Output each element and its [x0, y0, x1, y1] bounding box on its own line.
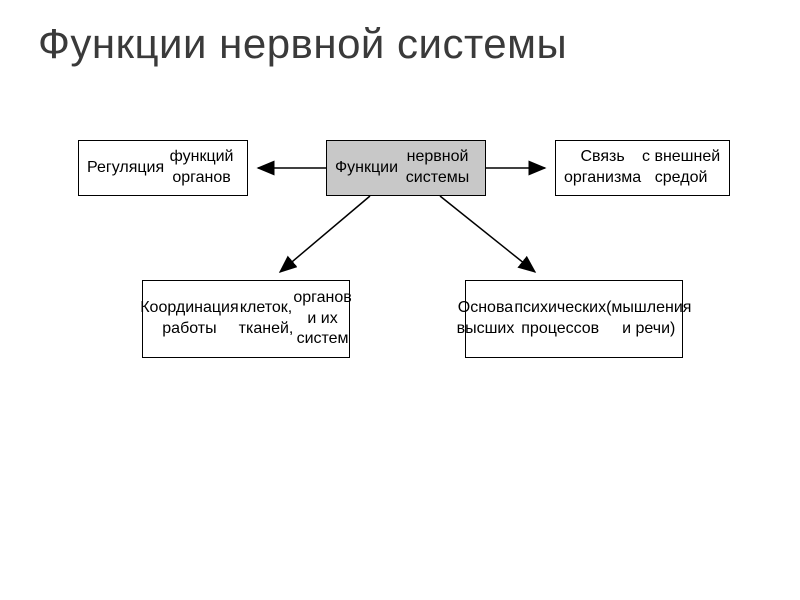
node-coordination: Координация работыклеток, тканей,органов… [142, 280, 350, 358]
node-connection: Связь организмас внешней средой [555, 140, 730, 196]
node-psychic: Основа высшихпсихических процессов(мышле… [465, 280, 683, 358]
node-regulation: Регуляцияфункций органов [78, 140, 248, 196]
page-title: Функции нервной системы [38, 20, 567, 68]
node-center: Функциинервной системы [326, 140, 486, 196]
